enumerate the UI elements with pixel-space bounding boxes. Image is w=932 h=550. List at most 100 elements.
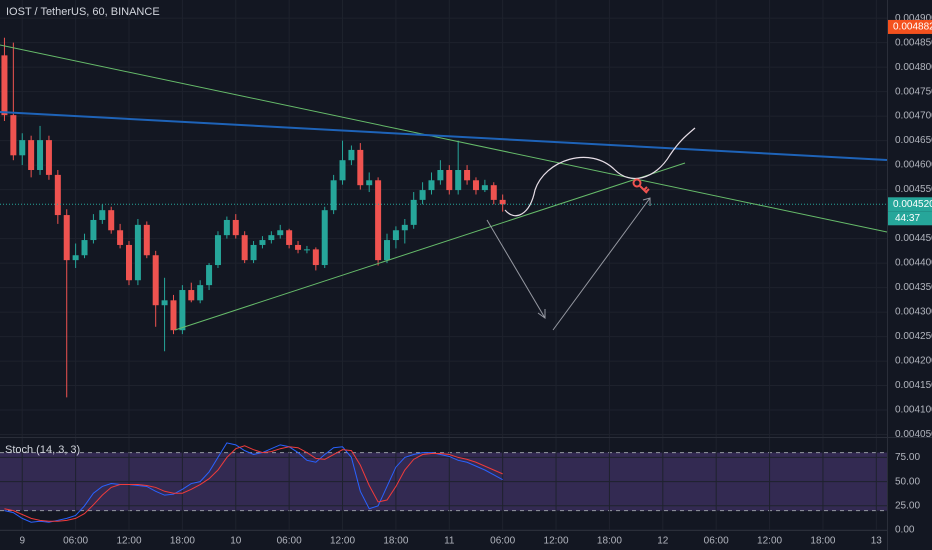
high-price-tag xyxy=(888,19,932,34)
candle-body xyxy=(45,140,52,175)
x-tick-label: 12:00 xyxy=(544,536,569,547)
candle-body xyxy=(126,244,133,281)
stoch-line xyxy=(4,445,503,522)
x-tick-label: 06:00 xyxy=(277,536,302,547)
candle-body xyxy=(472,180,479,191)
countdown-tag xyxy=(888,211,932,226)
countdown-label: 44:37 xyxy=(895,213,920,224)
y-tick-label: 25.00 xyxy=(895,500,920,511)
candle-body xyxy=(134,224,141,281)
candle-body xyxy=(161,300,168,306)
candle-body xyxy=(366,180,373,186)
x-tick-label: 18:00 xyxy=(597,536,622,547)
candle-body xyxy=(490,185,497,200)
candle-body xyxy=(117,230,124,245)
candle-body xyxy=(54,174,61,216)
candle-body xyxy=(90,219,97,241)
high-price-label: 0.004882 xyxy=(893,22,932,33)
candle-body xyxy=(206,265,213,286)
candle-body xyxy=(223,219,230,236)
x-tick-label: 18:00 xyxy=(810,536,835,547)
candle-body xyxy=(410,199,417,225)
candle-body xyxy=(81,240,88,256)
candle-body xyxy=(303,249,310,251)
candle-body xyxy=(446,169,453,191)
candle-body xyxy=(250,244,257,261)
arrow xyxy=(552,197,651,331)
x-tick-label: 12:00 xyxy=(757,536,782,547)
arrow xyxy=(486,219,546,319)
candle-body xyxy=(348,149,355,161)
y-tick-label: 50.00 xyxy=(895,476,920,487)
projection-curve xyxy=(504,127,696,217)
candle-body xyxy=(464,169,471,181)
trend-line xyxy=(0,111,888,161)
x-tick-label: 13 xyxy=(871,536,883,547)
x-tick-label: 9 xyxy=(19,536,25,547)
drawings xyxy=(0,44,888,331)
candle-body xyxy=(179,290,186,331)
candle-body xyxy=(28,140,35,170)
candle-body xyxy=(170,300,177,331)
candle-body xyxy=(428,180,435,191)
candle-body xyxy=(143,224,150,256)
candle-body xyxy=(10,115,17,156)
candle-body xyxy=(241,235,248,261)
last-price-label: 0.004520 xyxy=(893,199,932,210)
candle-body xyxy=(321,210,328,266)
candle-body xyxy=(392,230,399,241)
chart-title: IOST / TetherUS, 60, BINANCE xyxy=(6,6,160,18)
stoch-line xyxy=(4,442,503,523)
candle-body xyxy=(1,55,8,116)
candle-body xyxy=(330,180,337,211)
candle-body xyxy=(63,215,70,261)
x-tick-label: 12:00 xyxy=(330,536,355,547)
x-tick-label: 18:00 xyxy=(170,536,195,547)
candle-body xyxy=(419,190,426,200)
candle-body xyxy=(401,224,408,231)
candle-body xyxy=(499,199,506,205)
key-icon xyxy=(632,178,650,194)
marks xyxy=(0,37,887,523)
candle-body xyxy=(197,285,204,301)
candle-body xyxy=(384,240,391,261)
trend-line xyxy=(0,44,888,233)
candle-body xyxy=(481,185,488,191)
candle-body xyxy=(259,240,266,245)
candle-body xyxy=(312,249,319,266)
candle-body xyxy=(437,169,444,181)
candle-body xyxy=(295,244,302,250)
candle-body xyxy=(72,255,79,261)
x-tick-label: 10 xyxy=(230,536,242,547)
candle-body xyxy=(37,140,44,170)
candle-body xyxy=(286,230,293,245)
candle-body xyxy=(357,149,364,186)
x-tick-label: 11 xyxy=(444,536,455,547)
last-price-tag xyxy=(888,197,932,212)
candle-body xyxy=(108,210,115,231)
candle-body xyxy=(455,169,462,191)
x-tick-label: 12:00 xyxy=(116,536,141,547)
candle-body xyxy=(268,235,275,241)
candle-body xyxy=(277,230,284,236)
x-tick-label: 06:00 xyxy=(490,536,515,547)
